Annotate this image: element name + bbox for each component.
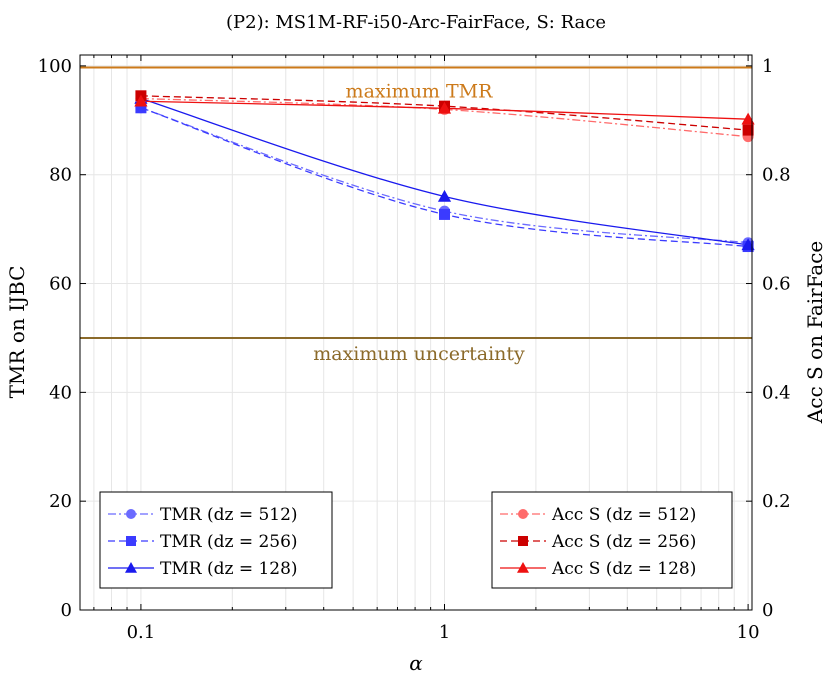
y-axis-label-right: Acc S on FairFace bbox=[803, 241, 827, 424]
x-tick-label: 0.1 bbox=[127, 622, 156, 643]
data-point bbox=[742, 124, 754, 136]
x-tick-label: 1 bbox=[439, 622, 450, 643]
legend-entry-label: TMR (dz = 256) bbox=[160, 532, 298, 552]
legend-entry-label: Acc S (dz = 128) bbox=[551, 559, 696, 579]
legends: TMR (dz = 512) TMR (dz = 256) TMR (dz = 12… bbox=[99, 491, 733, 589]
data-point bbox=[437, 101, 452, 114]
data-point bbox=[517, 562, 529, 573]
y-tick-label-left: 60 bbox=[49, 274, 72, 295]
y-tick-label-right: 0.2 bbox=[762, 491, 791, 512]
data-point bbox=[126, 509, 136, 519]
y-tick-label-right: 0.4 bbox=[762, 382, 791, 403]
legend-entry-label: TMR (dz = 128) bbox=[160, 559, 298, 579]
y-tick-label-left: 40 bbox=[49, 382, 72, 403]
reference-line-label: maximum uncertainty bbox=[313, 343, 525, 365]
plot-frame bbox=[79, 54, 753, 611]
legend-box bbox=[491, 491, 733, 589]
markers-group bbox=[134, 90, 755, 253]
y-tick-label-left: 100 bbox=[38, 56, 72, 77]
data-point bbox=[125, 562, 137, 573]
data-point bbox=[518, 509, 528, 519]
y-tick-label-left: 20 bbox=[49, 491, 72, 512]
data-point bbox=[518, 536, 528, 546]
legend-entry-label: Acc S (dz = 512) bbox=[551, 505, 696, 525]
series-line bbox=[140, 97, 749, 138]
x-tick-label: 10 bbox=[737, 622, 760, 643]
x-axis-label: α bbox=[409, 651, 423, 675]
y-tick-label-left: 80 bbox=[49, 165, 72, 186]
chart-title: (P2): MS1M-RF-i50-Arc-FairFace, S: Race bbox=[226, 12, 606, 33]
axes: 0 20 40 60 80 100 0 0.2 0.4 0.6 0.8 1 0.1 1 10 bbox=[38, 55, 791, 643]
y-tick-label-right: 0 bbox=[762, 600, 773, 621]
y-tick-label-right: 1 bbox=[762, 56, 773, 77]
reference-line-label: maximum TMR bbox=[346, 81, 494, 103]
data-point bbox=[741, 112, 755, 125]
legend-entry-label: TMR (dz = 512) bbox=[160, 505, 298, 525]
y-tick-label-right: 0.6 bbox=[762, 274, 791, 295]
y-axis-label-left: TMR on IJBC bbox=[5, 266, 29, 399]
data-point bbox=[437, 189, 452, 202]
data-point bbox=[439, 208, 451, 220]
y-tick-label-left: 0 bbox=[61, 600, 72, 621]
y-tick-label-right: 0.8 bbox=[762, 165, 791, 186]
reference-lines bbox=[80, 66, 752, 339]
data-point bbox=[134, 94, 148, 107]
data-point bbox=[126, 536, 136, 546]
legend-entry-label: Acc S (dz = 256) bbox=[551, 532, 696, 552]
legend-box bbox=[99, 491, 333, 589]
data-point bbox=[741, 238, 755, 251]
data-point bbox=[135, 102, 147, 114]
